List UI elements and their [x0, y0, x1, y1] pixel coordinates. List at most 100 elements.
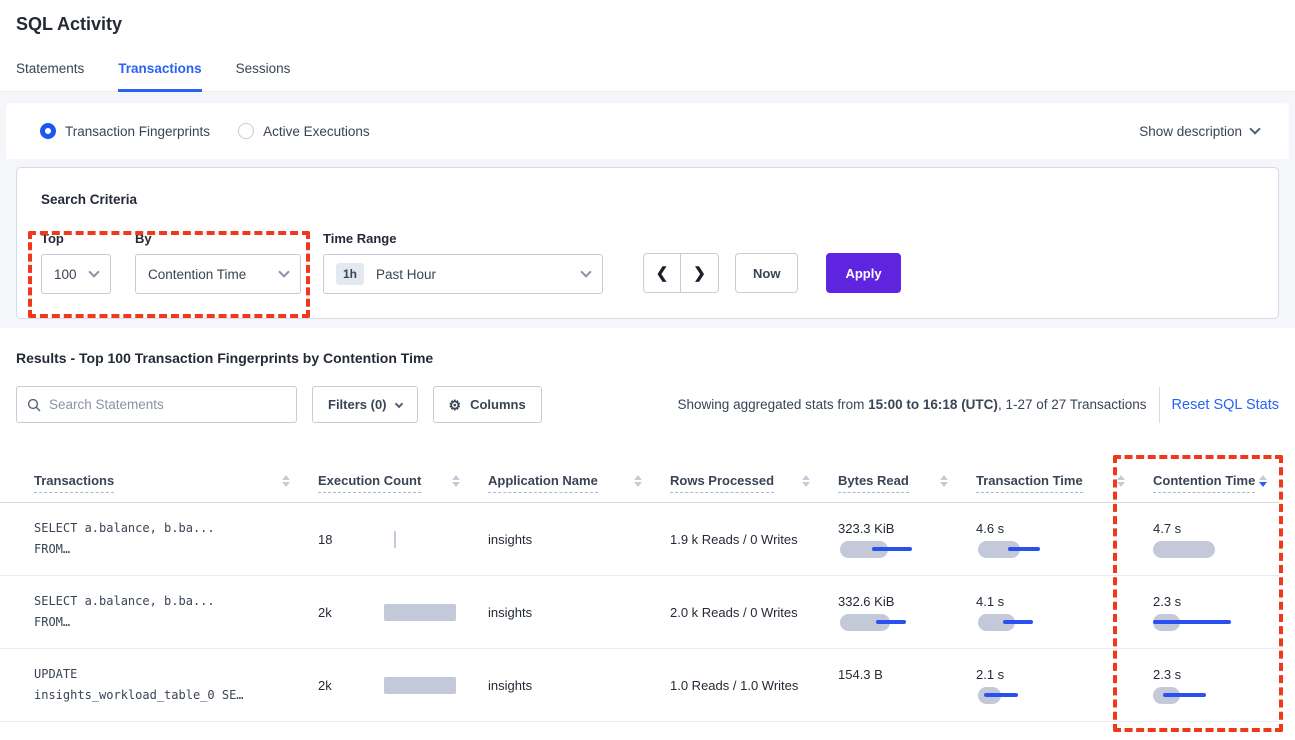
- rows-processed-cell: 2.0 k Reads / 0 Writes: [670, 604, 798, 620]
- transaction-time-bar: [976, 613, 1086, 631]
- execution-count-value: 18: [318, 531, 333, 547]
- stats-prefix: Showing aggregated stats from: [677, 397, 869, 412]
- execution-count-bar: [382, 603, 468, 621]
- execution-count-bar: [382, 530, 468, 548]
- col-header-execution-count: Execution Count: [318, 473, 488, 502]
- transaction-time-cell: 4.1 s: [976, 594, 1153, 631]
- page-title: SQL Activity: [16, 14, 123, 34]
- chevron-right-icon: ❯: [693, 265, 706, 282]
- bytes-read-cell: 332.6 KiB: [838, 594, 976, 631]
- results-heading: Results - Top 100 Transaction Fingerprin…: [16, 350, 434, 366]
- execution-count-bar: [382, 676, 468, 694]
- sort-desc-icon[interactable]: [1259, 475, 1267, 493]
- col-header-transactions: Transactions: [34, 473, 318, 502]
- reset-sql-stats-link[interactable]: Reset SQL Stats: [1171, 396, 1279, 413]
- col-header-bytes-read: Bytes Read: [838, 473, 976, 502]
- sort-icon[interactable]: [940, 475, 948, 493]
- time-nav-group: ❮ ❯: [643, 253, 719, 293]
- bytes-read-cell: 323.3 KiB: [838, 521, 976, 558]
- transaction-time-cell: 2.1 s: [976, 667, 1153, 704]
- sort-icon[interactable]: [452, 475, 460, 493]
- col-label[interactable]: Contention Time: [1153, 473, 1256, 493]
- columns-button[interactable]: ⚙ Columns: [432, 386, 542, 423]
- top-label: Top: [41, 231, 64, 246]
- execution-count-cell: 2k: [318, 603, 488, 621]
- sql-line: SELECT a.balance, b.ba...: [34, 594, 215, 608]
- apply-button[interactable]: Apply: [826, 253, 901, 293]
- application-name-cell: insights: [488, 531, 533, 547]
- contention-time-value: 4.7 s: [1153, 520, 1182, 536]
- search-criteria-row: Top 100 By Contention Time Time Range: [41, 231, 1254, 294]
- col-label[interactable]: Transactions: [34, 473, 115, 493]
- radio-selected-icon: [40, 123, 56, 139]
- col-label[interactable]: Transaction Time: [976, 473, 1083, 493]
- chevron-down-icon: [394, 399, 403, 408]
- time-range-field: Time Range 1h Past Hour: [323, 231, 619, 294]
- columns-button-label: Columns: [470, 397, 526, 412]
- rows-processed-cell: 1.9 k Reads / 0 Writes: [670, 531, 798, 547]
- transaction-fingerprint-link[interactable]: SELECT a.balance, b.ba... FROM…: [34, 591, 318, 633]
- sql-line: FROM…: [34, 615, 71, 629]
- transaction-time-value: 2.1 s: [976, 666, 1005, 682]
- bytes-read-value: 323.3 KiB: [838, 520, 895, 536]
- transaction-fingerprint-link[interactable]: UPDATE insights_workload_table_0 SE…: [34, 664, 318, 706]
- show-description-toggle[interactable]: Show description: [1139, 123, 1261, 139]
- stats-note: Showing aggregated stats from 15:00 to 1…: [678, 397, 1147, 412]
- tab-transactions[interactable]: Transactions: [118, 61, 202, 92]
- transaction-time-cell: 4.6 s: [976, 521, 1153, 558]
- search-statements-input[interactable]: [49, 397, 286, 412]
- chevron-down-icon: [88, 266, 100, 278]
- col-label[interactable]: Rows Processed: [670, 473, 775, 493]
- contention-time-value: 2.3 s: [1153, 593, 1182, 609]
- bytes-read-value: 332.6 KiB: [838, 593, 895, 609]
- vertical-divider: [1158, 386, 1160, 423]
- sql-line: insights_workload_table_0 SE…: [34, 688, 244, 702]
- sort-icon[interactable]: [634, 475, 642, 493]
- radio-label: Transaction Fingerprints: [65, 123, 211, 139]
- tab-statements[interactable]: Statements: [16, 61, 85, 76]
- transaction-fingerprint-link[interactable]: SELECT a.balance, b.ba... FROM…: [34, 518, 318, 560]
- table-row: SELECT a.balance, b.ba... FROM… 18 insig…: [0, 503, 1279, 576]
- tab-bar: Statements Transactions Sessions: [0, 35, 1295, 92]
- col-label[interactable]: Application Name: [488, 473, 598, 493]
- chevron-down-icon: [580, 266, 592, 278]
- sort-icon[interactable]: [1117, 475, 1125, 493]
- table-header-row: Transactions Execution Count Application…: [0, 441, 1279, 503]
- bytes-read-bar: [838, 540, 948, 558]
- by-field: By Contention Time: [135, 231, 301, 294]
- by-select[interactable]: Contention Time: [135, 254, 301, 294]
- execution-count-cell: 18: [318, 530, 488, 548]
- radio-active-executions[interactable]: Active Executions: [238, 123, 370, 139]
- col-label[interactable]: Execution Count: [318, 473, 422, 493]
- transaction-time-bar: [976, 686, 1086, 704]
- show-description-label: Show description: [1139, 123, 1242, 139]
- time-prev-button[interactable]: ❮: [644, 254, 681, 292]
- filters-band: Transaction Fingerprints Active Executio…: [0, 92, 1295, 328]
- top-select[interactable]: 100: [41, 254, 111, 294]
- sort-icon[interactable]: [282, 475, 290, 493]
- application-name-cell: insights: [488, 677, 533, 693]
- time-next-button[interactable]: ❯: [681, 254, 718, 292]
- filters-button[interactable]: Filters (0): [312, 386, 418, 423]
- tab-sessions[interactable]: Sessions: [235, 61, 291, 76]
- transactions-table: Transactions Execution Count Application…: [0, 441, 1279, 722]
- radio-unselected-icon: [238, 123, 255, 139]
- view-toggle-card: Transaction Fingerprints Active Executio…: [6, 103, 1289, 159]
- radio-transaction-fingerprints[interactable]: Transaction Fingerprints: [40, 123, 210, 139]
- now-button[interactable]: Now: [735, 253, 799, 293]
- chevron-left-icon: ❮: [655, 265, 669, 282]
- stats-suffix: , 1-27 of 27 Transactions: [997, 397, 1147, 412]
- transaction-time-value: 4.6 s: [976, 520, 1005, 536]
- sort-icon[interactable]: [802, 475, 810, 493]
- col-header-rows-processed: Rows Processed: [670, 473, 838, 502]
- sql-line: SELECT a.balance, b.ba...: [34, 521, 215, 535]
- table-row: UPDATE insights_workload_table_0 SE… 2k …: [0, 649, 1279, 722]
- gear-icon: ⚙: [448, 396, 462, 413]
- transaction-time-value: 4.1 s: [976, 593, 1005, 609]
- filters-button-label: Filters (0): [328, 397, 387, 412]
- col-label[interactable]: Bytes Read: [838, 473, 909, 493]
- execution-count-value: 2k: [318, 604, 332, 620]
- time-range-label: Time Range: [323, 231, 397, 246]
- time-range-select[interactable]: 1h Past Hour: [323, 254, 603, 294]
